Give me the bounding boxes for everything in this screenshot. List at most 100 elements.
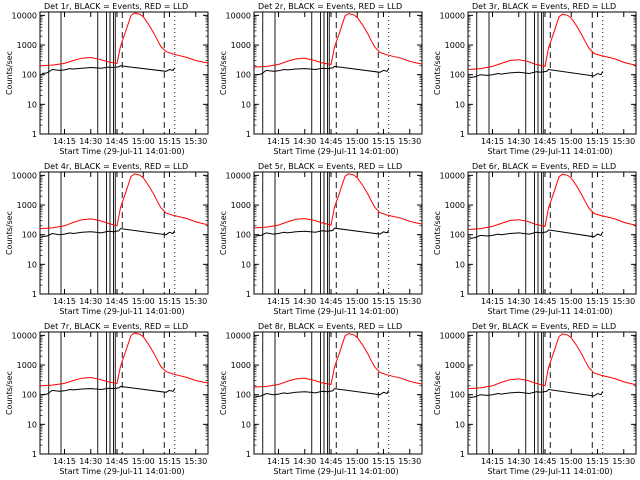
y-axis-label: Counts/sec <box>433 371 442 415</box>
y-tick-label: 1 <box>246 450 251 459</box>
events-series-line <box>255 388 390 398</box>
y-tick-label: 10 <box>241 100 251 109</box>
y-axis-label: Counts/sec <box>5 211 14 255</box>
chart-title: Det 1r, BLACK = Events, RED = LLD <box>44 2 188 11</box>
x-tick-label: 15:00 <box>560 137 583 146</box>
chart-panel-6: Det 6r, BLACK = Events, RED = LLD 1 10 100 1… <box>433 162 637 316</box>
chart-panel-7: Det 7r, BLACK = Events, RED = LLD 1 10 100 1… <box>5 322 209 476</box>
y-axis-label: Counts/sec <box>219 51 228 95</box>
y-tick-label: 100 <box>22 391 37 400</box>
y-tick-label: 1 <box>32 450 37 459</box>
x-tick-label: 14:15 <box>481 137 504 146</box>
plot-frame <box>39 11 209 135</box>
x-tick-label: 14:15 <box>53 297 76 306</box>
x-tick-label: 14:45 <box>319 297 342 306</box>
chart-title: Det 2r, BLACK = Events, RED = LLD <box>258 2 402 11</box>
y-tick-label: 1000 <box>445 361 465 370</box>
events-series-line <box>469 229 604 239</box>
y-tick-label: 10000 <box>440 331 465 340</box>
y-tick-label: 10000 <box>12 171 37 180</box>
y-tick-label: 100 <box>236 391 251 400</box>
x-tick-label: 14:45 <box>105 457 128 466</box>
plot-frame <box>467 331 637 455</box>
y-tick-label: 10000 <box>440 171 465 180</box>
plot-frame <box>467 171 637 295</box>
x-axis-label: Start Time (29-Jul-11 14:01:00) <box>273 467 398 476</box>
y-tick-label: 100 <box>450 391 465 400</box>
y-tick-label: 1000 <box>17 361 37 370</box>
y-axis-label: Counts/sec <box>219 371 228 415</box>
x-tick-label: 14:45 <box>105 297 128 306</box>
plot-frame <box>467 11 637 135</box>
x-axis-label: Start Time (29-Jul-11 14:01:00) <box>59 147 184 156</box>
chart-title: Det 7r, BLACK = Events, RED = LLD <box>44 322 188 331</box>
x-tick-label: 15:15 <box>372 137 395 146</box>
lld-series-line <box>467 13 637 70</box>
chart-panel-4: Det 4r, BLACK = Events, RED = LLD 1 10 100 1… <box>5 162 209 316</box>
x-tick-label: 15:30 <box>612 137 635 146</box>
y-tick-label: 10000 <box>226 171 251 180</box>
y-tick-label: 1000 <box>445 41 465 50</box>
lld-series-line <box>39 173 209 230</box>
x-axis-label: Start Time (29-Jul-11 14:01:00) <box>487 467 612 476</box>
y-tick-label: 10 <box>455 260 465 269</box>
x-tick-label: 14:30 <box>79 457 102 466</box>
y-tick-label: 1 <box>32 290 37 299</box>
y-tick-label: 10 <box>27 420 37 429</box>
chart-title: Det 5r, BLACK = Events, RED = LLD <box>258 162 402 171</box>
x-tick-label: 15:15 <box>158 457 181 466</box>
x-tick-label: 14:45 <box>319 457 342 466</box>
x-tick-label: 14:30 <box>293 137 316 146</box>
x-tick-label: 14:30 <box>507 297 530 306</box>
y-axis-label: Counts/sec <box>433 211 442 255</box>
chart-title: Det 6r, BLACK = Events, RED = LLD <box>472 162 616 171</box>
x-tick-label: 14:15 <box>267 137 290 146</box>
chart-panel-3: Det 3r, BLACK = Events, RED = LLD 1 10 100 1… <box>433 2 637 156</box>
lld-series-line <box>467 173 637 230</box>
y-tick-label: 10000 <box>226 331 251 340</box>
chart-title: Det 4r, BLACK = Events, RED = LLD <box>44 162 188 171</box>
y-axis-label: Counts/sec <box>433 51 442 95</box>
plot-frame <box>39 171 209 295</box>
plot-frame <box>253 331 423 455</box>
x-tick-label: 14:30 <box>293 297 316 306</box>
lld-series-line <box>253 333 423 388</box>
x-tick-label: 14:15 <box>481 457 504 466</box>
lld-series-line <box>467 333 637 390</box>
chart-title: Det 8r, BLACK = Events, RED = LLD <box>258 322 402 331</box>
events-series-line <box>41 65 176 74</box>
y-tick-label: 1 <box>32 130 37 139</box>
x-tick-label: 15:15 <box>586 137 609 146</box>
x-tick-label: 15:00 <box>560 297 583 306</box>
events-series-line <box>255 65 390 76</box>
chart-title: Det 3r, BLACK = Events, RED = LLD <box>472 2 616 11</box>
lld-series-line <box>39 332 209 387</box>
x-axis-label: Start Time (29-Jul-11 14:01:00) <box>273 307 398 316</box>
x-tick-label: 14:15 <box>267 457 290 466</box>
x-tick-label: 15:30 <box>184 137 207 146</box>
x-tick-label: 14:30 <box>507 137 530 146</box>
x-tick-label: 14:30 <box>79 297 102 306</box>
y-axis-label: Counts/sec <box>5 371 14 415</box>
x-tick-label: 15:30 <box>184 457 207 466</box>
x-tick-label: 15:00 <box>346 297 369 306</box>
x-tick-label: 14:45 <box>533 457 556 466</box>
y-tick-label: 10000 <box>12 11 37 20</box>
y-tick-label: 10 <box>455 420 465 429</box>
y-tick-label: 10 <box>27 260 37 269</box>
events-series-line <box>469 68 604 79</box>
x-tick-label: 15:30 <box>398 297 421 306</box>
x-tick-label: 15:00 <box>346 457 369 466</box>
x-tick-label: 14:45 <box>533 137 556 146</box>
x-tick-label: 14:30 <box>79 137 102 146</box>
x-tick-label: 15:00 <box>346 137 369 146</box>
y-tick-label: 10 <box>27 100 37 109</box>
x-axis-label: Start Time (29-Jul-11 14:01:00) <box>273 147 398 156</box>
x-tick-label: 15:15 <box>372 297 395 306</box>
y-axis-label: Counts/sec <box>219 211 228 255</box>
x-axis-label: Start Time (29-Jul-11 14:01:00) <box>487 147 612 156</box>
y-tick-label: 100 <box>22 71 37 80</box>
x-tick-label: 15:30 <box>398 457 421 466</box>
y-tick-label: 1 <box>246 130 251 139</box>
